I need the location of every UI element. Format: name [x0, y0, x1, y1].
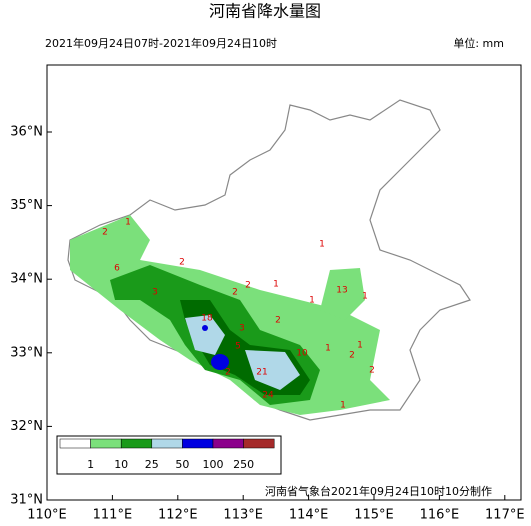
lat-label: 35°N [10, 198, 43, 213]
station-value: 18 [201, 314, 213, 324]
legend-label: 50 [175, 458, 189, 471]
station-value: 2 [225, 368, 231, 378]
lat-label: 34°N [10, 272, 43, 287]
legend-swatch [212, 438, 244, 449]
station-value: 21 [256, 368, 267, 378]
footer: 河南省气象台2021年09月24日10时10分制作 [265, 484, 492, 498]
station-value: 24 [262, 391, 274, 401]
station-value: 1 [309, 296, 315, 306]
unit: 单位: mm [453, 36, 504, 50]
station-value: 13 [336, 286, 347, 296]
lon-label: 114°E [289, 508, 329, 523]
lat-label: 33°N [10, 345, 43, 360]
station-value: 2 [275, 316, 281, 326]
station-value: 3 [239, 324, 245, 334]
legend-swatch [90, 438, 122, 449]
legend-label: 10 [114, 458, 128, 471]
station-value: 1 [357, 341, 363, 351]
lat-label: 31°N [10, 493, 43, 508]
station-value: 3 [152, 288, 158, 298]
station-value: 2 [179, 258, 185, 268]
station-value: 2 [369, 366, 375, 376]
station-value: 1 [273, 280, 279, 290]
station-value: 6 [114, 264, 120, 274]
station-value: 2 [349, 351, 355, 361]
rain-areas [70, 215, 390, 415]
legend-label: 1 [87, 458, 94, 471]
lon-label: 110°E [27, 508, 67, 523]
lon-label: 115°E [354, 508, 394, 523]
legend-label: 100 [203, 458, 224, 471]
legend-swatch [120, 438, 153, 449]
station-value: 2 [102, 228, 108, 238]
station-value: 1 [325, 344, 331, 354]
lon-label: 116°E [420, 508, 460, 523]
lat-label: 36°N [10, 125, 43, 140]
station-value: 2 [232, 288, 238, 298]
lon-label: 113°E [223, 508, 263, 523]
title: 河南省降水量图 [209, 2, 321, 21]
station-value: 1 [125, 218, 131, 228]
lon-label: 111°E [93, 508, 133, 523]
legend-label: 250 [233, 458, 254, 471]
station-value: 1 [362, 292, 368, 302]
legend-swatch [151, 438, 183, 449]
time-range: 2021年09月24日07时-2021年09月24日10时 [45, 36, 277, 50]
station-value: 1 [319, 240, 325, 250]
lon-label: 112°E [158, 508, 198, 523]
lon-label: 117°E [485, 508, 525, 523]
legend-label: 25 [145, 458, 159, 471]
station-value: 1 [340, 401, 346, 411]
legend-swatch [243, 438, 275, 449]
legend-swatch [182, 438, 214, 449]
station-value: 5 [235, 342, 241, 352]
lat-label: 32°N [10, 419, 43, 434]
station-value: 2 [245, 281, 251, 291]
legend-swatch [59, 438, 91, 449]
station-value: 10 [296, 349, 308, 359]
